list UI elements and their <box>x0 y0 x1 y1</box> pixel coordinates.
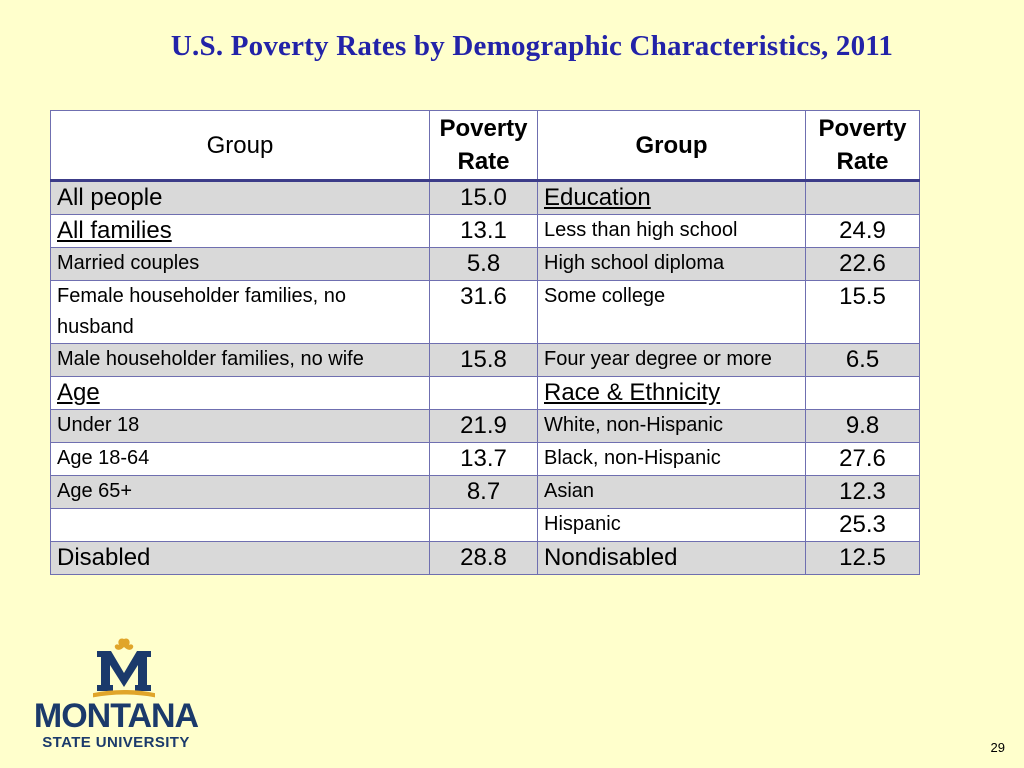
logo-subname: STATE UNIVERSITY <box>42 734 190 751</box>
cell-group-right: Some college <box>537 280 806 344</box>
cell-rate-left: 28.8 <box>429 541 538 575</box>
cell-group-left: All people <box>50 180 430 215</box>
table-body: All people 15.0 Education All families 13.1 L… <box>50 180 920 575</box>
table-row: Age Race & Ethnicity <box>50 376 920 410</box>
cell-rate-right: 25.3 <box>805 508 920 542</box>
page-number: 29 <box>990 740 1005 755</box>
cell-group-right: Four year degree or more <box>537 343 806 377</box>
cell-rate-left: 13.7 <box>429 442 538 476</box>
cell-rate-right: 6.5 <box>805 343 920 377</box>
msu-logo: MONTANA STATE UNIVERSITY <box>18 628 214 754</box>
cell-group-right: Education <box>537 180 806 215</box>
table-header-row: Group Poverty Rate Group Poverty Rate <box>50 110 920 182</box>
cell-group-left: Age 18-64 <box>50 442 430 476</box>
cell-group-right: Less than high school <box>537 214 806 248</box>
cell-rate-right: 9.8 <box>805 409 920 443</box>
header-group-right: Group <box>537 110 806 182</box>
cell-group-left <box>50 508 430 542</box>
section-heading: Education <box>544 184 651 211</box>
table-row: Married couples 5.8 High school diploma 22.… <box>50 247 920 281</box>
cell-group-right: White, non-Hispanic <box>537 409 806 443</box>
table-row: Female householder families, no husband 3… <box>50 280 920 344</box>
logo-name: MONTANA <box>33 697 199 735</box>
header-rate-left: Poverty Rate <box>429 110 538 182</box>
cell-rate-right <box>805 376 920 410</box>
cell-rate-right <box>805 180 920 215</box>
header-group-left: Group <box>50 110 430 182</box>
cell-rate-left: 21.9 <box>429 409 538 443</box>
cell-group-left: Age 65+ <box>50 475 430 509</box>
poverty-table: Group Poverty Rate Group Poverty Rate Al… <box>50 110 920 575</box>
table-row: Male householder families, no wife 15.8 Fo… <box>50 343 920 377</box>
cell-rate-left: 15.0 <box>429 180 538 215</box>
cell-rate-left <box>429 376 538 410</box>
table-row: Under 18 21.9 White, non-Hispanic 9.8 <box>50 409 920 443</box>
section-heading: All families <box>57 217 172 244</box>
header-rate-right: Poverty Rate <box>805 110 920 182</box>
cell-group-left: All families <box>50 214 430 248</box>
cell-group-right: Asian <box>537 475 806 509</box>
cell-group-right: Black, non-Hispanic <box>537 442 806 476</box>
table-row: All families 13.1 Less than high school 24.… <box>50 214 920 248</box>
slide-title: U.S. Poverty Rates by Demographic Charac… <box>170 30 894 62</box>
cell-group-left: Age <box>50 376 430 410</box>
cell-rate-right: 24.9 <box>805 214 920 248</box>
cell-rate-left: 5.8 <box>429 247 538 281</box>
cell-group-right: Race & Ethnicity <box>537 376 806 410</box>
table-row: Disabled 28.8 Nondisabled 12.5 <box>50 541 920 575</box>
cell-rate-left: 13.1 <box>429 214 538 248</box>
cell-rate-right: 12.3 <box>805 475 920 509</box>
table-row: All people 15.0 Education <box>50 180 920 215</box>
cell-group-left: Under 18 <box>50 409 430 443</box>
cell-rate-right: 22.6 <box>805 247 920 281</box>
cell-rate-right: 15.5 <box>805 280 920 344</box>
table-row: Age 65+ 8.7 Asian 12.3 <box>50 475 920 509</box>
cell-group-left: Female householder families, no husband <box>50 280 430 344</box>
logo-m-icon <box>93 638 155 698</box>
cell-rate-left <box>429 508 538 542</box>
cell-rate-right: 27.6 <box>805 442 920 476</box>
cell-group-left: Married couples <box>50 247 430 281</box>
table-row: Hispanic 25.3 <box>50 508 920 542</box>
cell-rate-left: 15.8 <box>429 343 538 377</box>
table-row: Age 18-64 13.7 Black, non-Hispanic 27.6 <box>50 442 920 476</box>
cell-group-right: High school diploma <box>537 247 806 281</box>
section-heading: Age <box>57 379 100 406</box>
cell-group-left: Disabled <box>50 541 430 575</box>
cell-group-right: Hispanic <box>537 508 806 542</box>
cell-rate-left: 8.7 <box>429 475 538 509</box>
section-heading: Race & Ethnicity <box>544 379 721 406</box>
cell-rate-right: 12.5 <box>805 541 920 575</box>
cell-group-left: Male householder families, no wife <box>50 343 430 377</box>
cell-group-right: Nondisabled <box>537 541 806 575</box>
cell-rate-left: 31.6 <box>429 280 538 344</box>
